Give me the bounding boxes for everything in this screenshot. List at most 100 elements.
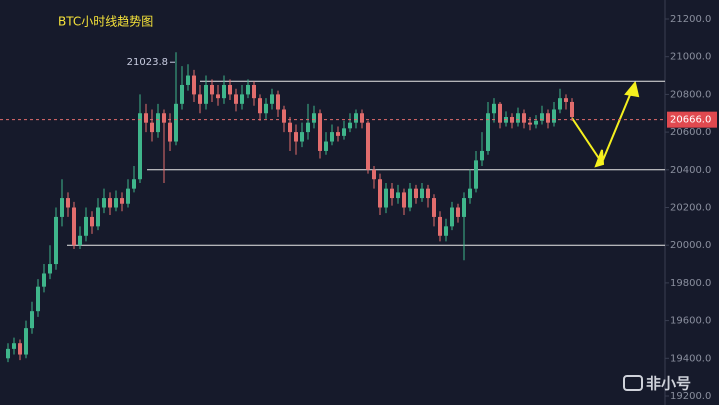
candle-body [324,141,328,151]
y-tick-label: 20000.0 [670,240,711,251]
candle-body [408,188,412,208]
last-price-box [667,111,717,128]
candle-body [276,94,280,110]
candle-body [186,75,190,85]
candle-body [372,169,376,180]
y-tick-label: 20200.0 [670,203,711,214]
candle-body [426,188,430,199]
candle-body [282,109,286,123]
candle-body [246,84,250,95]
candle-body [36,286,40,312]
candle-body [528,122,532,125]
candle-body [30,311,34,329]
y-tick-label: 21200.0 [670,14,711,25]
candle-body [120,198,124,204]
candle-body [216,94,220,99]
candle-body [204,84,208,104]
candle-body [210,84,214,95]
candle-body [354,113,358,123]
candle-body [192,75,196,95]
candle-body [12,343,16,349]
candle-body [198,94,202,104]
candle-body [348,122,352,129]
candle-body [138,113,142,180]
candle-body [462,198,466,217]
candle-body [66,198,70,208]
candle-body [72,207,76,246]
candle-body [306,122,310,133]
y-tick-label: 19600.0 [670,316,711,327]
candle-body [312,113,316,123]
candle-body [108,198,112,208]
y-tick-label: 20800.0 [670,89,711,100]
candle-body [534,120,538,125]
candle-body [222,84,226,99]
candle-body [318,113,322,151]
candle-body [240,94,244,104]
candle-body [42,273,46,287]
candle-body [486,113,490,151]
candle-body [132,179,136,189]
candle-body [336,132,340,136]
candle-body [264,103,268,114]
candle-body [468,188,472,199]
candle-body [450,207,454,227]
candle-body [270,94,274,104]
candle-body [90,216,94,227]
candle-body [480,150,484,161]
candle-body [558,98,562,110]
candle-body [570,101,574,118]
candle-body [546,113,550,123]
candle-body [228,84,232,95]
candle-body [390,188,394,199]
watermark: 非小号 [623,375,691,393]
candle-body [180,84,184,104]
candle-body [516,113,520,123]
y-tick-label: 19800.0 [670,278,711,289]
candle-body [150,122,154,133]
candle-body [498,103,502,123]
candle-body [342,128,346,136]
candle-body [366,122,370,170]
candle-body [456,207,460,217]
candle-body [378,179,382,208]
candle-body [330,132,334,142]
candle-body [48,264,52,274]
candle-body [18,343,22,355]
candle-body [444,226,448,236]
y-tick-label: 19200.0 [670,391,711,402]
candle-body [420,188,424,199]
candle-body [144,113,148,123]
candle-body [474,160,478,189]
candle-body [552,109,556,123]
trend-arrows [571,80,640,168]
candle-body [234,94,238,104]
candle-body [252,84,256,99]
candle-body [54,216,58,265]
candle-body [114,198,118,208]
candle-body [126,188,130,204]
candle-body [402,192,406,208]
candle-body [396,192,400,199]
chart-title: BTC小时线趋势图 [58,15,153,29]
candle-body [522,113,526,123]
candle-body [288,122,292,133]
candle-body [564,98,568,102]
candle-body [162,113,166,123]
y-tick-label: 21000.0 [670,52,711,63]
candle-body [78,235,82,246]
candle-body [174,103,178,142]
candle-body [438,216,442,236]
candle-body [414,188,418,199]
candle-body [96,207,100,227]
high-annotation: 21023.8 [127,57,168,68]
y-tick-label: 20600.0 [670,127,711,138]
candle-body [432,198,436,217]
candle-body [102,198,106,208]
candle-body [540,113,544,121]
candle-body [168,122,172,142]
candle-body [384,188,388,208]
candle-body [258,98,262,114]
